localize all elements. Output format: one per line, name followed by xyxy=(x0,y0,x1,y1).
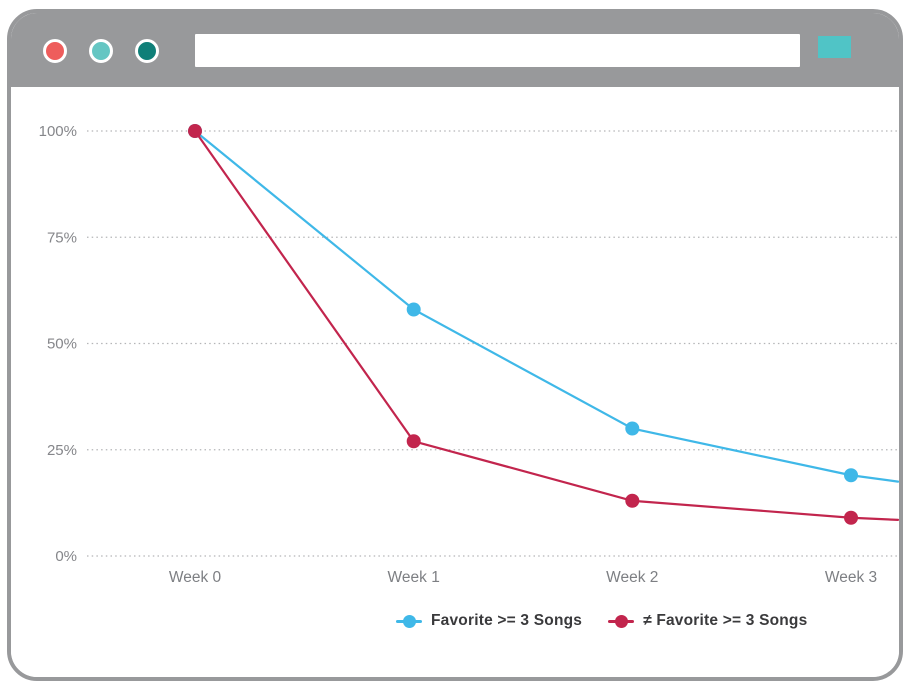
legend-marker-red-icon xyxy=(608,614,635,628)
browser-window: 100% 75% 50% 25% 0% Week 0 Week 1 Week 2 Week 3 … xyxy=(7,9,903,681)
series-line-1 xyxy=(193,129,899,521)
chart-area: 100% 75% 50% 25% 0% Week 0 Week 1 Week 2 Week 3 … xyxy=(11,87,899,677)
y-tick-label-75: 75% xyxy=(47,229,77,246)
series-0-point-week-1 xyxy=(406,302,421,317)
address-bar[interactable] xyxy=(195,34,800,67)
legend-marker-blue-icon xyxy=(396,614,422,628)
window-button-maximize[interactable] xyxy=(135,39,159,63)
y-tick-label-100: 100% xyxy=(39,123,77,140)
y-tick-label-0: 0% xyxy=(55,548,77,565)
retention-line-chart: 100% 75% 50% 25% 0% Week 0 Week 1 Week 2 Week 3 xyxy=(39,123,899,586)
y-tick-label-25: 25% xyxy=(47,442,77,459)
series-1-point-week-0 xyxy=(188,124,202,138)
series-0-point-week-2 xyxy=(625,421,640,436)
legend-label-not-favorite: ≠ Favorite >= 3 Songs xyxy=(643,612,808,629)
series-line-0 xyxy=(193,129,899,483)
series-1-point-week-2 xyxy=(625,493,640,508)
x-label-1: Week 1 xyxy=(388,569,440,586)
x-label-2: Week 2 xyxy=(606,569,658,586)
browser-titlebar xyxy=(11,13,899,87)
legend-item-favorite[interactable]: Favorite >= 3 Songs xyxy=(396,612,582,630)
x-label-0: Week 0 xyxy=(169,569,222,586)
legend-item-not-favorite[interactable]: ≠ Favorite >= 3 Songs xyxy=(608,612,807,630)
x-label-3: Week 3 xyxy=(825,569,877,586)
series-1-point-week-1 xyxy=(406,434,421,449)
series-0-point-week-3 xyxy=(844,468,858,483)
series-1-point-week-3 xyxy=(844,510,858,525)
y-tick-label-50: 50% xyxy=(47,336,77,353)
legend-label-favorite: Favorite >= 3 Songs xyxy=(431,612,583,629)
window-button-close[interactable] xyxy=(43,39,67,63)
chart-legend: Favorite >= 3 Songs ≠ Favorite >= 3 Song… xyxy=(396,612,807,630)
browser-action-button[interactable] xyxy=(818,36,851,58)
window-button-minimize[interactable] xyxy=(89,39,113,63)
